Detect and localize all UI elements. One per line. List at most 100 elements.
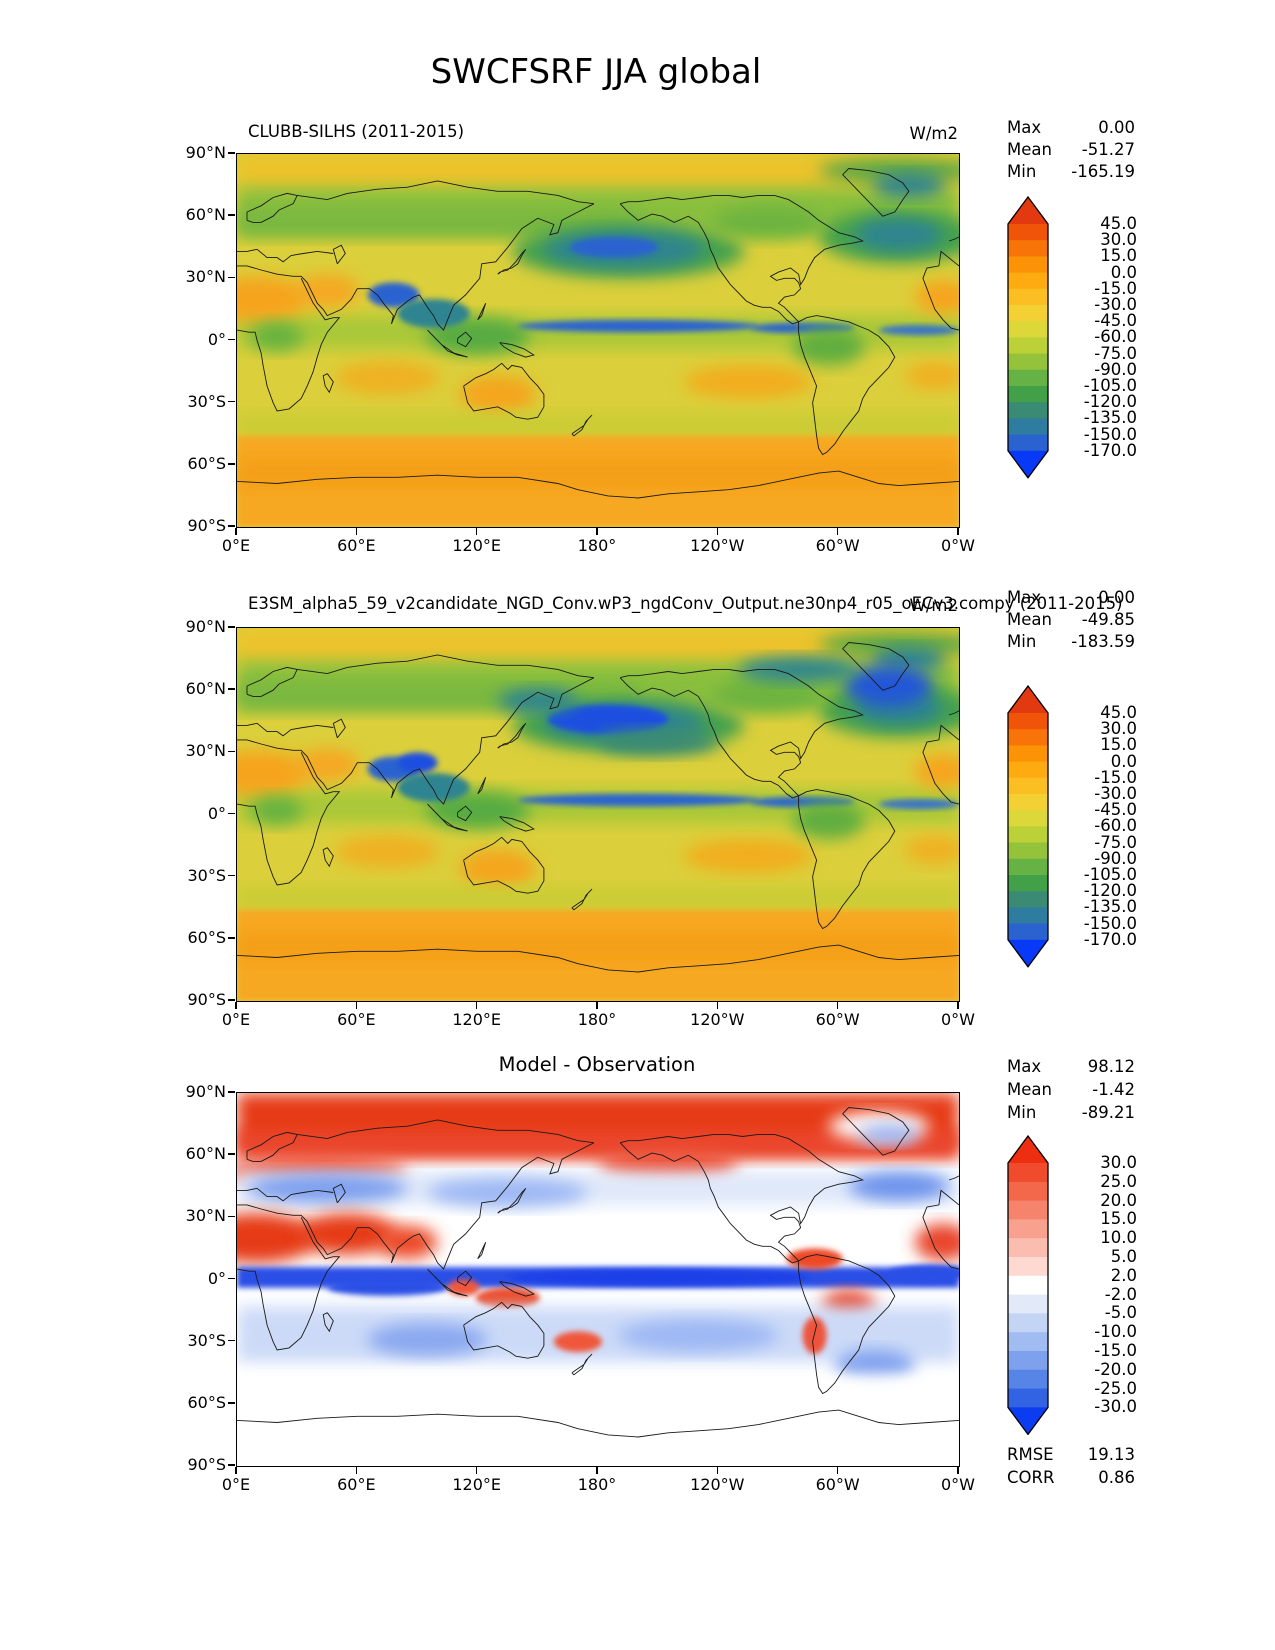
stat-max: Max 0.00 (1007, 118, 1135, 140)
unit-label: W/m2 (909, 596, 958, 615)
colorbar-tick-label: -120.0 (1083, 881, 1137, 901)
colorbar-tick-label: -10.0 (1094, 1322, 1137, 1342)
y-tick-label: 0° (207, 1268, 226, 1288)
map-frame (236, 1092, 960, 1467)
coastlines (237, 1107, 959, 1438)
colorbar-tick-label: 25.0 (1100, 1171, 1137, 1191)
y-tickmark (228, 1215, 235, 1218)
x-tickmark (235, 527, 237, 535)
stat-mean-value: -1.42 (1092, 1080, 1135, 1099)
colorbar: 45.0 30.0 15.0 0.0 -15.0 -30.0 -45.0 -60.0 -75.0… (1007, 195, 1147, 479)
stat-mean-value: -51.27 (1081, 140, 1135, 159)
stat-min: Min -89.21 (1007, 1103, 1135, 1126)
y-tickmark (228, 999, 235, 1001)
stat-mean-label: Mean (1007, 610, 1052, 629)
colorbar-tick-label: 5.0 (1110, 1247, 1137, 1266)
y-tick-label: 60°S (187, 453, 226, 473)
colorbar-svg (1007, 1134, 1049, 1436)
coastlines (237, 642, 959, 973)
y-tick-label: 30°N (185, 741, 226, 761)
y-tick-label: 0° (207, 803, 226, 823)
colorbar-svg (1007, 195, 1049, 479)
x-tickmark (957, 1466, 959, 1474)
x-tick-label: 0°E (221, 1475, 251, 1494)
y-tickmark (228, 626, 235, 628)
colorbar: 30.0 25.0 20.0 15.0 10.0 5.0 2.0 -2.0 -5.0 -10.0-… (1007, 1134, 1147, 1436)
colorbar-tick-label: 0.0 (1110, 751, 1137, 771)
colorbar-tick-label: -30.0 (1094, 1397, 1137, 1417)
y-tickmark (228, 1339, 235, 1342)
x-tickmark (716, 1466, 719, 1474)
stat-min-value: -183.59 (1071, 632, 1135, 651)
y-tick-label: 90°S (187, 516, 226, 535)
stats-block: Max 0.00 Mean -49.85 Min -183.59 (1007, 588, 1135, 654)
x-tickmark (355, 1466, 358, 1474)
stat-max-value: 0.00 (1098, 118, 1135, 137)
x-tick-label: 60°W (815, 1475, 860, 1494)
metric-corr: CORR 0.86 (1007, 1468, 1135, 1491)
stat-min: Min -165.19 (1007, 162, 1135, 184)
x-tick-label: 0°W (941, 536, 975, 555)
colorbar-svg (1007, 684, 1049, 968)
y-tickmark (228, 1464, 235, 1466)
x-tick-label: 0°E (221, 1010, 251, 1029)
stat-mean: Mean -1.42 (1007, 1080, 1135, 1103)
x-tickmark (475, 1001, 478, 1009)
y-tick-label: 90°N (185, 143, 226, 162)
x-tickmark (235, 1001, 237, 1009)
metric-rmse: RMSE 19.13 (1007, 1445, 1135, 1468)
y-tickmark (228, 214, 235, 216)
x-tick-label: 60°W (815, 1010, 860, 1029)
x-tickmark (957, 1001, 959, 1009)
y-tickmark (228, 338, 235, 341)
colorbar-tick-label: -90.0 (1094, 359, 1137, 379)
page-title: SWCFSRF JJA global (430, 52, 762, 92)
y-tick-label: 30°S (187, 1330, 226, 1350)
colorbar-tick-label: 10.0 (1100, 1228, 1137, 1248)
stat-min-label: Min (1007, 632, 1037, 651)
y-tick-label: 60°N (185, 205, 226, 225)
colorbar-tick-label: -150.0 (1083, 424, 1137, 444)
x-tick-label: 180° (577, 1010, 617, 1029)
colorbar-tick-label: -45.0 (1094, 311, 1137, 331)
colorbar-tick-label: 30.0 (1100, 230, 1137, 250)
colorbar-tick-label: 2.0 (1110, 1265, 1137, 1285)
stat-mean: Mean -51.27 (1007, 140, 1135, 162)
x-tick-label: 60°W (815, 536, 860, 555)
colorbar-tick-label: -135.0 (1083, 897, 1137, 917)
stat-max: Max 98.12 (1007, 1057, 1135, 1080)
x-tick-label: 120°E (452, 1475, 501, 1494)
y-tick-label: 30°S (187, 865, 226, 885)
y-tickmark (228, 400, 235, 403)
x-tick-label: 0°E (221, 536, 251, 555)
colorbar-tick-label: -45.0 (1094, 800, 1137, 820)
colorbar-tick-label: -20.0 (1094, 1359, 1137, 1379)
colorbar-tick-label: -105.0 (1083, 376, 1137, 395)
x-tickmark (836, 1466, 839, 1474)
stat-mean-label: Mean (1007, 140, 1052, 159)
coastlines (237, 168, 959, 499)
x-tickmark (475, 527, 478, 535)
x-tick-label: 120°E (452, 536, 501, 555)
x-tickmark (355, 1001, 358, 1009)
map-field-svg (237, 1093, 959, 1466)
y-tick-label: 30°N (185, 1206, 226, 1226)
colorbar-tick-label: 20.0 (1100, 1190, 1137, 1210)
y-tickmark (228, 812, 235, 815)
panel-title: CLUBB-SILHS (2011-2015) (248, 122, 465, 141)
stat-min-value: -165.19 (1071, 162, 1135, 181)
y-tickmark (228, 1277, 235, 1280)
stat-max-label: Max (1007, 588, 1042, 607)
stat-max-label: Max (1007, 1057, 1042, 1076)
stat-mean: Mean -49.85 (1007, 610, 1135, 632)
stats-block: Max 0.00 Mean -51.27 Min -165.19 (1007, 118, 1135, 184)
y-tickmark (228, 1153, 235, 1155)
y-tickmark (228, 688, 235, 690)
y-tickmark (228, 874, 235, 877)
colorbar-tick-label: -5.0 (1104, 1303, 1137, 1323)
colorbar-tick-label: -75.0 (1094, 832, 1137, 852)
y-tickmark (228, 152, 235, 154)
x-tick-label: 120°W (690, 1010, 745, 1029)
y-tickmark (228, 276, 235, 279)
stat-mean-label: Mean (1007, 1080, 1052, 1099)
